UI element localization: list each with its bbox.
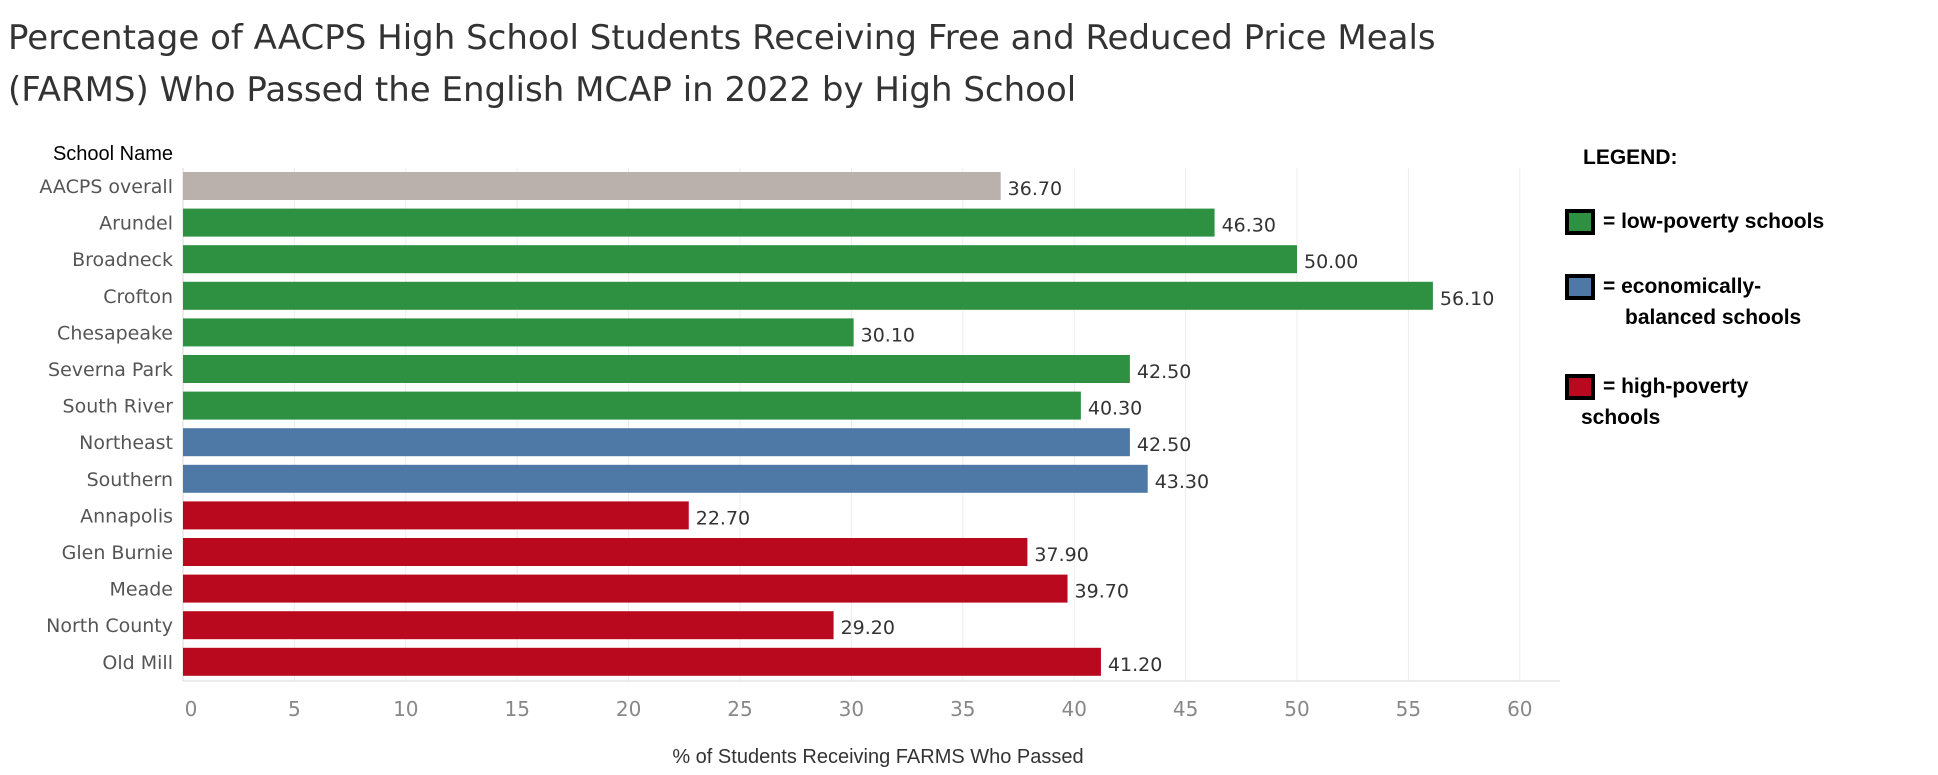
bar-chart: School Name AACPS overall 36.70 Arundel 46.3… [39, 143, 1560, 768]
legend-label-high-poverty-line-1: = high-poverty [1603, 375, 1749, 398]
bar-arundel [183, 208, 1215, 237]
value-label-broadneck: 50.00 [1304, 251, 1358, 273]
bar-broadneck [183, 245, 1297, 274]
legend-label-low-poverty: = low-poverty schools [1603, 210, 1825, 233]
category-label-broadneck: Broadneck [72, 249, 173, 271]
value-label-north-county: 29.20 [841, 617, 895, 639]
x-tick-label-20: 20 [616, 697, 641, 721]
value-label-glen-burnie: 37.90 [1034, 544, 1088, 566]
x-tick-label-10: 10 [393, 697, 418, 721]
value-label-south-river: 40.30 [1088, 398, 1142, 420]
bar-crofton [183, 281, 1433, 310]
chart-title: Percentage of AACPS High School Students… [8, 12, 1568, 116]
x-tick-label-0: 0 [185, 697, 198, 721]
value-label-annapolis: 22.70 [696, 507, 750, 529]
bar-northeast [183, 428, 1130, 457]
category-label-glen-burnie: Glen Burnie [62, 542, 173, 564]
x-tick-label-55: 55 [1396, 697, 1421, 721]
category-label-crofton: Crofton [103, 286, 173, 308]
x-tick-label-25: 25 [727, 697, 752, 721]
category-label-chesapeake: Chesapeake [57, 322, 173, 344]
bar-severna-park [183, 355, 1130, 383]
legend-swatch-economically-balanced [1565, 274, 1595, 300]
legend-swatch-high-poverty [1565, 374, 1595, 400]
x-tick-label-45: 45 [1173, 697, 1198, 721]
bar-meade [183, 574, 1068, 603]
category-label-north-county: North County [46, 615, 173, 637]
category-label-south-river: South River [63, 396, 174, 418]
x-tick-label-5: 5 [288, 697, 301, 721]
category-label-meade: Meade [110, 579, 173, 601]
x-tick-label-40: 40 [1061, 697, 1086, 721]
x-tick-label-35: 35 [950, 697, 975, 721]
legend-swatch-low-poverty [1565, 209, 1595, 235]
x-axis-title: % of Students Receiving FARMS Who Passed [672, 746, 1083, 768]
legend-label-high-poverty-line-2: schools [1581, 406, 1661, 429]
value-label-southern: 43.30 [1155, 471, 1209, 493]
bar-north-county [183, 611, 834, 640]
x-tick-label-50: 50 [1284, 697, 1309, 721]
category-label-southern: Southern [87, 469, 173, 491]
bar-annapolis [183, 501, 689, 530]
legend-label-economically-balanced-line-2: balanced schools [1625, 306, 1802, 329]
category-label-aacps-overall: AACPS overall [39, 176, 173, 198]
category-label-severna-park: Severna Park [48, 359, 173, 381]
category-header: School Name [53, 143, 173, 165]
chart-title-line-2: (FARMS) Who Passed the English MCAP in 2… [8, 70, 1077, 110]
value-label-northeast: 42.50 [1137, 434, 1191, 456]
x-tick-label-30: 30 [839, 697, 864, 721]
legend-title: LEGEND: [1583, 146, 1678, 169]
bar-southern [183, 464, 1148, 493]
value-label-severna-park: 42.50 [1137, 361, 1191, 383]
bar-aacps-overall [183, 172, 1001, 200]
x-tick-label-15: 15 [504, 697, 529, 721]
bar-south-river [183, 391, 1081, 420]
category-label-annapolis: Annapolis [80, 505, 173, 527]
value-label-crofton: 56.10 [1440, 288, 1494, 310]
category-label-arundel: Arundel [99, 213, 173, 235]
value-label-chesapeake: 30.10 [861, 324, 915, 346]
value-label-arundel: 46.30 [1222, 215, 1276, 237]
x-tick-label-60: 60 [1507, 697, 1532, 721]
category-label-northeast: Northeast [79, 432, 173, 454]
bar-glen-burnie [183, 538, 1028, 566]
category-label-old-mill: Old Mill [102, 652, 173, 674]
value-label-aacps-overall: 36.70 [1008, 178, 1062, 200]
bar-old-mill [183, 647, 1101, 676]
value-label-meade: 39.70 [1075, 581, 1129, 603]
value-label-old-mill: 41.20 [1108, 654, 1162, 676]
legend-label-economically-balanced-line-1: = economically- [1603, 275, 1762, 298]
bar-chesapeake [183, 318, 854, 347]
chart-title-line-1: Percentage of AACPS High School Students… [8, 18, 1436, 58]
